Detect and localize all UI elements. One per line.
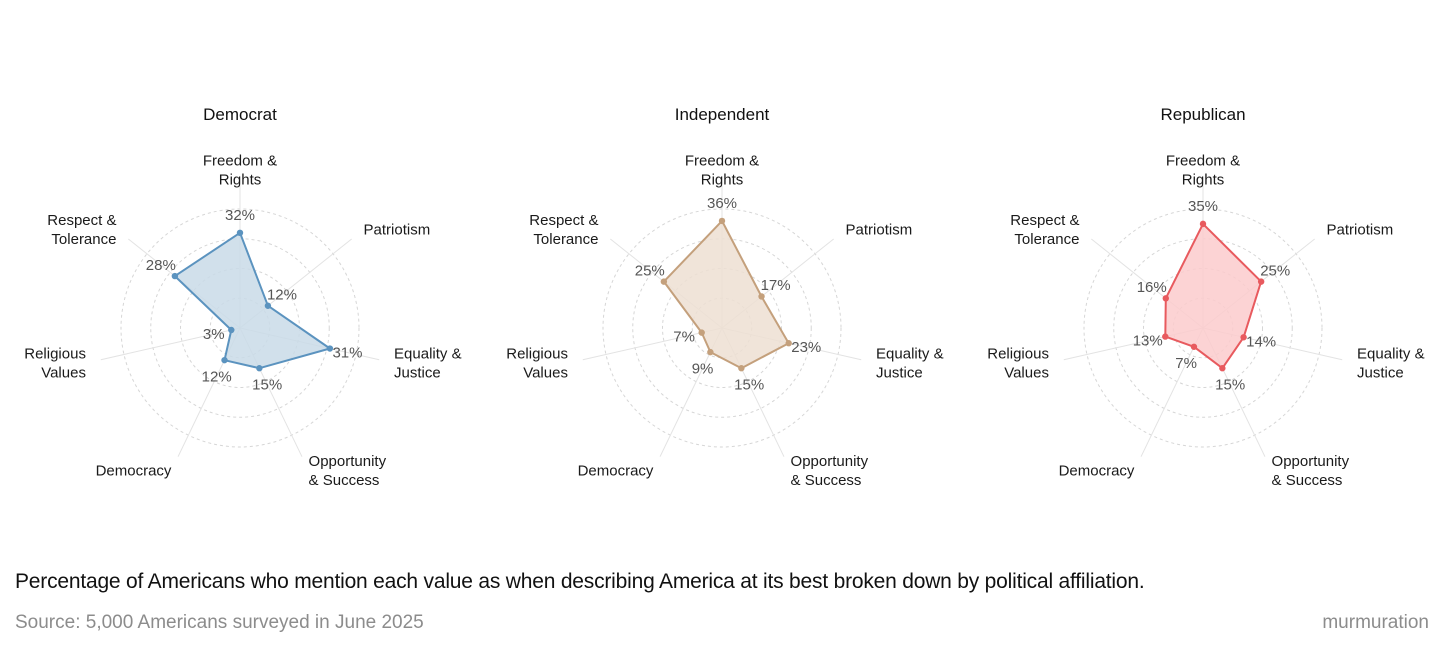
brand-label: murmuration — [1322, 612, 1429, 633]
axis-label-freedom-rights: Freedom & Rights — [1166, 153, 1240, 189]
data-point — [1257, 278, 1265, 285]
value-label: 17% — [761, 277, 791, 294]
axis-label-freedom-rights: Freedom & Rights — [685, 153, 759, 189]
radar-charts-svg: 32% 12% 31% 15% 12% 3% 28% Freedom & Rights Patri… — [24, 105, 1424, 489]
value-label: 7% — [1175, 355, 1197, 372]
axis-label-patriotism: Patriotism — [364, 221, 431, 238]
axis-label-patriotism: Patriotism — [1327, 221, 1394, 238]
value-label: 15% — [1215, 376, 1245, 393]
data-point — [236, 229, 244, 236]
axis-label-opportunity-success: Opportunity & Success — [309, 453, 387, 489]
axis-label-religious-values: Religious Values — [506, 346, 568, 382]
data-point — [228, 326, 235, 334]
value-label: 7% — [673, 329, 695, 346]
axis-label-respect-tolerance: Respect & Tolerance — [1010, 212, 1079, 248]
data-point — [264, 302, 272, 309]
value-label: 36% — [707, 195, 737, 212]
data-point — [221, 356, 228, 364]
value-label: 25% — [635, 262, 665, 279]
value-label: 13% — [1133, 333, 1163, 350]
chart-title: Democrat — [203, 105, 277, 124]
data-area — [1164, 222, 1263, 370]
data-point — [1199, 220, 1207, 228]
value-label: 3% — [203, 326, 225, 343]
value-label: 31% — [332, 345, 362, 362]
value-label: 23% — [791, 339, 821, 356]
data-point — [1219, 365, 1226, 372]
radar-republican: 35% 25% 14% 15% 7% 13% 16% Freedom & Rights Patri… — [987, 105, 1424, 489]
axis-label-respect-tolerance: Respect & Tolerance — [47, 212, 116, 248]
value-label: 9% — [692, 360, 714, 377]
chart-title: Independent — [675, 105, 770, 124]
value-label: 16% — [1137, 279, 1167, 296]
axis-label-opportunity-success: Opportunity & Success — [791, 453, 869, 489]
data-point — [785, 340, 792, 347]
axis-label-democracy: Democracy — [1059, 462, 1135, 479]
data-point — [256, 365, 263, 372]
value-label: 12% — [202, 368, 232, 385]
axis-label-patriotism: Patriotism — [846, 221, 913, 238]
data-point — [660, 278, 668, 285]
value-label: 32% — [225, 207, 255, 224]
data-point — [738, 365, 745, 372]
axis-label-equality-justice: Equality & Justice — [876, 346, 944, 382]
data-point — [1162, 295, 1169, 302]
axis-label-democracy: Democracy — [96, 462, 172, 479]
grid-ring — [632, 238, 812, 418]
data-area — [662, 219, 790, 370]
value-label: 12% — [267, 287, 297, 304]
axis-label-freedom-rights: Freedom & Rights — [203, 153, 277, 189]
value-label: 35% — [1188, 198, 1218, 215]
data-point — [326, 345, 334, 352]
grid-ring — [1143, 268, 1263, 388]
data-point — [1240, 334, 1247, 341]
axis-label-democracy: Democracy — [578, 462, 654, 479]
axis-label-religious-values: Religious Values — [24, 346, 86, 382]
data-point — [171, 272, 179, 280]
axis-label-religious-values: Religious Values — [987, 346, 1049, 382]
data-point — [698, 329, 705, 336]
data-point — [1162, 333, 1169, 340]
radar-charts-area: 32% 12% 31% 15% 12% 3% 28% Freedom & Rights Patri… — [24, 105, 1424, 489]
value-label: 15% — [734, 376, 764, 393]
data-point — [707, 348, 714, 356]
data-point — [718, 217, 726, 225]
value-label: 25% — [1260, 262, 1290, 279]
grid-ring — [662, 268, 782, 388]
radar-independent: 36% 17% 23% 15% 9% 7% 25% Freedom & Rights Patrio… — [506, 105, 943, 489]
value-label: 28% — [146, 257, 176, 274]
data-point — [758, 293, 765, 300]
axis-label-equality-justice: Equality & Justice — [1357, 346, 1425, 382]
chart-caption: Percentage of Americans who mention each… — [15, 570, 1145, 593]
grid-ring — [150, 238, 330, 418]
value-label: 14% — [1246, 333, 1276, 350]
grid-spoke — [100, 327, 241, 361]
source-note: Source: 5,000 Americans surveyed in June… — [15, 612, 424, 633]
axis-label-respect-tolerance: Respect & Tolerance — [529, 212, 598, 248]
grid-ring — [1113, 238, 1293, 418]
radar-democrat: 32% 12% 31% 15% 12% 3% 28% Freedom & Rights Patri… — [24, 105, 461, 489]
data-area — [173, 231, 331, 370]
axis-label-opportunity-success: Opportunity & Success — [1272, 453, 1350, 489]
axis-label-equality-justice: Equality & Justice — [394, 346, 462, 382]
chart-title: Republican — [1160, 105, 1245, 124]
data-point — [1190, 343, 1198, 350]
value-label: 15% — [252, 376, 282, 393]
